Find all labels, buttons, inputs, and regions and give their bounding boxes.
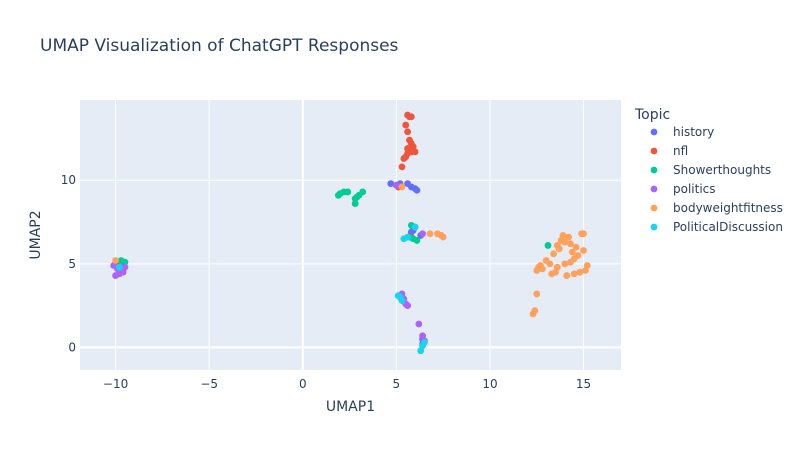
- x-axis-label: UMAP1: [326, 399, 375, 415]
- data-point[interactable]: [112, 257, 119, 264]
- data-point[interactable]: [359, 188, 367, 196]
- data-point[interactable]: [351, 200, 359, 208]
- data-point[interactable]: [411, 223, 419, 231]
- data-point[interactable]: [398, 183, 406, 191]
- data-point[interactable]: [580, 230, 587, 238]
- data-point[interactable]: [415, 320, 423, 328]
- data-point[interactable]: [561, 260, 569, 268]
- zero-lines: [80, 100, 621, 370]
- legend[interactable]: Topic history nfl Showerthoughts politics bo…: [634, 107, 783, 234]
- x-tick-label: 15: [576, 377, 591, 391]
- data-point[interactable]: [413, 186, 421, 194]
- legend-marker: [650, 128, 658, 136]
- data-point[interactable]: [563, 272, 571, 279]
- data-point[interactable]: [402, 121, 410, 129]
- legend-label: Showerthoughts: [673, 163, 771, 177]
- x-tick-label: 10: [482, 377, 497, 391]
- data-point[interactable]: [580, 247, 587, 254]
- x-tick-label: −10: [103, 377, 128, 391]
- data-point[interactable]: [413, 237, 421, 244]
- data-point[interactable]: [387, 180, 395, 187]
- x-tick-label: −5: [200, 377, 218, 391]
- data-point[interactable]: [439, 233, 447, 241]
- legend-item-bodyweightfitness[interactable]: bodyweightfitness: [650, 201, 783, 215]
- data-point[interactable]: [404, 128, 411, 136]
- data-point[interactable]: [407, 113, 415, 121]
- legend-marker: [650, 204, 658, 212]
- data-point[interactable]: [121, 258, 129, 266]
- data-point[interactable]: [559, 232, 567, 239]
- legend-label: bodyweightfitness: [673, 201, 783, 215]
- data-point[interactable]: [574, 252, 582, 259]
- y-tick-label: 5: [68, 257, 76, 271]
- tick-labels: −10 −5 0 5 10 15 0 5 10: [61, 173, 591, 391]
- legend-label: history: [673, 125, 714, 139]
- x-tick-label: 5: [393, 377, 401, 391]
- data-point[interactable]: [544, 242, 552, 249]
- data-point[interactable]: [400, 155, 408, 162]
- legend-label: PoliticalDiscussion: [673, 220, 783, 234]
- data-point[interactable]: [567, 240, 574, 248]
- data-point[interactable]: [404, 302, 411, 310]
- series-bodyweightfitness: [112, 183, 591, 318]
- x-tick-label: 0: [299, 377, 307, 391]
- data-point[interactable]: [426, 230, 434, 238]
- data-point[interactable]: [561, 238, 569, 246]
- legend-items[interactable]: history nfl Showerthoughts politics bodyweig…: [650, 125, 783, 234]
- legend-item-history[interactable]: history: [650, 125, 715, 139]
- plot-area: [80, 100, 621, 370]
- data-point[interactable]: [531, 307, 539, 315]
- legend-marker: [650, 223, 658, 231]
- data-point[interactable]: [112, 272, 119, 279]
- y-tick-label: 10: [61, 173, 76, 187]
- legend-marker: [650, 147, 658, 155]
- data-point[interactable]: [538, 265, 546, 273]
- data-point[interactable]: [421, 339, 428, 346]
- data-point[interactable]: [546, 260, 554, 268]
- data-point[interactable]: [572, 243, 580, 251]
- legend-marker: [650, 166, 658, 174]
- y-tick-label: 0: [68, 340, 76, 354]
- series-politicaldiscussion: [115, 223, 428, 355]
- legend-label: politics: [673, 182, 716, 196]
- data-point[interactable]: [570, 270, 578, 278]
- data-point[interactable]: [419, 230, 426, 238]
- data-point[interactable]: [583, 262, 591, 269]
- legend-item-politicaldiscussion[interactable]: PoliticalDiscussion: [650, 220, 783, 234]
- data-point[interactable]: [555, 245, 563, 253]
- legend-title: Topic: [634, 107, 670, 123]
- legend-item-nfl[interactable]: nfl: [650, 144, 689, 158]
- chart-title: UMAP Visualization of ChatGPT Responses: [40, 36, 399, 56]
- data-point[interactable]: [398, 163, 406, 171]
- data-point[interactable]: [565, 233, 572, 241]
- data-points: [110, 111, 591, 355]
- legend-item-showerthoughts[interactable]: Showerthoughts: [650, 163, 772, 177]
- data-point[interactable]: [568, 248, 576, 256]
- legend-marker: [650, 185, 658, 193]
- data-point[interactable]: [550, 250, 558, 258]
- data-point[interactable]: [553, 263, 561, 271]
- legend-item-politics[interactable]: politics: [650, 182, 716, 196]
- data-point[interactable]: [576, 268, 584, 276]
- data-point[interactable]: [411, 148, 419, 156]
- data-point[interactable]: [404, 233, 411, 241]
- data-point[interactable]: [398, 297, 406, 305]
- data-point[interactable]: [533, 290, 541, 298]
- data-point[interactable]: [344, 188, 352, 196]
- data-point[interactable]: [115, 263, 123, 271]
- y-axis-label: UMAP2: [28, 210, 44, 259]
- legend-label: nfl: [673, 144, 688, 158]
- data-point[interactable]: [392, 181, 400, 189]
